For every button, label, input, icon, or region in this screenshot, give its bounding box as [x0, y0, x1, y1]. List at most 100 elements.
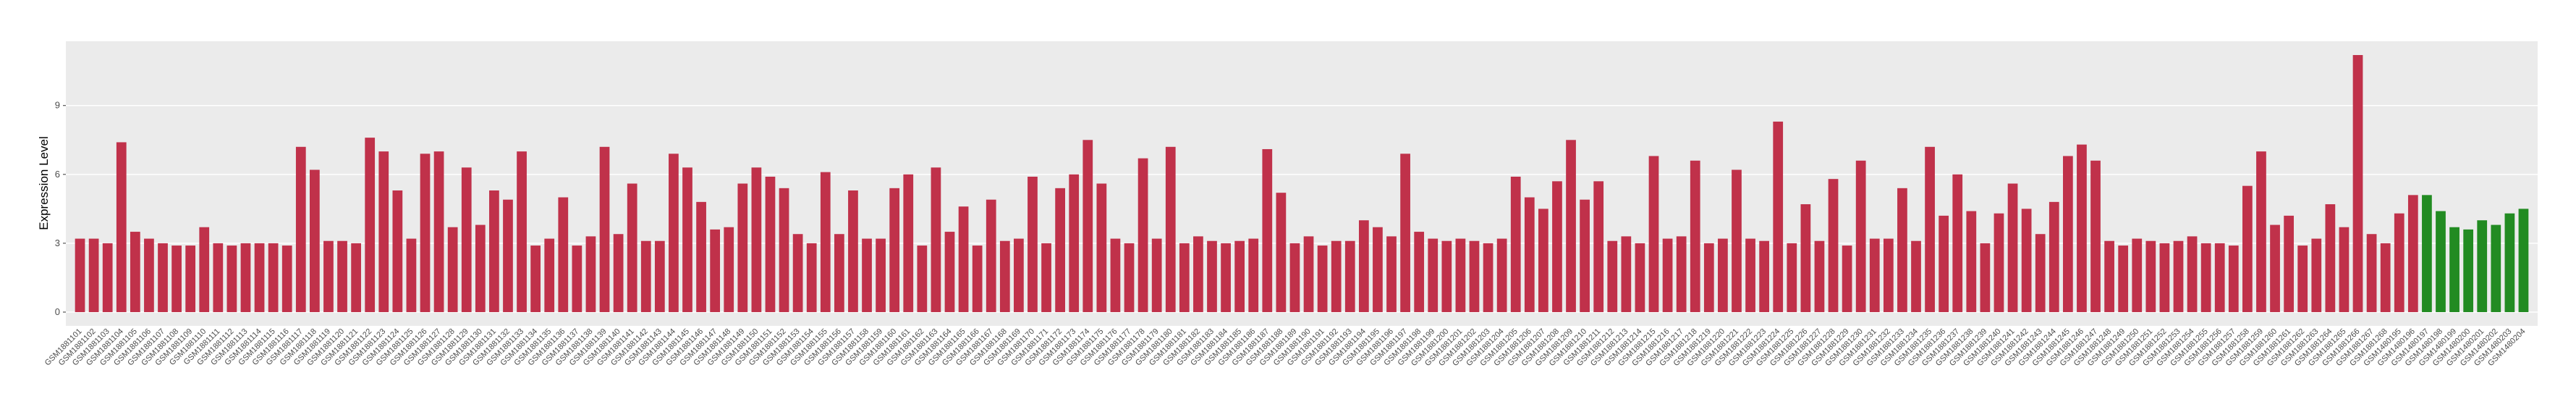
bar: [1469, 240, 1480, 312]
bar: [1897, 188, 1907, 312]
bar: [1441, 240, 1452, 312]
bar: [1607, 240, 1618, 312]
bar: [158, 243, 168, 312]
bar: [351, 243, 361, 312]
bar: [944, 232, 955, 312]
bar: [1096, 183, 1107, 312]
bar: [2077, 144, 2087, 312]
bar: [751, 167, 762, 312]
y-tick-label: 9: [55, 100, 60, 111]
bar: [1082, 140, 1093, 312]
bar: [185, 245, 196, 312]
bar: [2518, 209, 2529, 312]
bar: [2380, 243, 2391, 312]
bar: [1828, 179, 1839, 312]
bar: [1883, 238, 1894, 312]
bar: [254, 243, 265, 312]
bar: [2104, 240, 2114, 312]
bar: [917, 245, 928, 312]
bar: [517, 151, 527, 312]
bar: [1386, 236, 1397, 312]
y-axis-label: Expression Level: [37, 136, 51, 230]
bar: [2352, 55, 2363, 312]
bar: [2090, 160, 2101, 312]
bar: [2062, 156, 2073, 312]
bar: [461, 167, 472, 312]
bar: [1939, 215, 1949, 312]
bar: [958, 206, 969, 312]
bar: [365, 138, 376, 312]
bar: [1718, 238, 1728, 312]
bar: [1400, 154, 1410, 312]
bar: [2048, 201, 2059, 312]
bar: [2284, 215, 2294, 312]
bar: [1662, 238, 1673, 312]
bar: [1344, 240, 1355, 312]
bar: [2407, 195, 2418, 312]
bar: [1745, 238, 1755, 312]
bar: [1732, 169, 1742, 312]
bar: [1193, 236, 1203, 312]
bar: [986, 199, 996, 312]
bar: [268, 243, 279, 312]
bar: [1703, 243, 1714, 312]
bar: [199, 227, 210, 312]
bar: [2159, 243, 2170, 312]
bar: [834, 234, 844, 312]
bar: [281, 245, 292, 312]
bar: [2200, 243, 2211, 312]
bar: [1593, 181, 1604, 312]
y-tick-label: 3: [55, 238, 60, 248]
bar: [806, 243, 817, 312]
bar: [1524, 197, 1535, 312]
bar: [558, 197, 569, 312]
bar: [2256, 151, 2266, 312]
bar: [820, 172, 831, 312]
bar: [2270, 224, 2280, 312]
bar: [1552, 181, 1562, 312]
bar: [433, 151, 444, 312]
bar: [1842, 245, 1852, 312]
bar: [2477, 220, 2488, 312]
bar: [1966, 211, 1977, 312]
bar: [1124, 243, 1135, 312]
bar: [724, 227, 734, 312]
bar: [392, 190, 403, 312]
bar: [2228, 245, 2239, 312]
bar: [2242, 185, 2253, 312]
bar: [2173, 240, 2184, 312]
bar: [1580, 199, 1590, 312]
bar: [889, 188, 900, 312]
bar: [475, 224, 486, 312]
bar: [337, 240, 347, 312]
bar: [213, 243, 224, 312]
bar: [130, 232, 140, 312]
bar: [1331, 240, 1342, 312]
bar: [1994, 213, 2004, 312]
bar: [1621, 236, 1632, 312]
bar: [1151, 238, 1162, 312]
bar: [2214, 243, 2225, 312]
bar: [88, 238, 99, 312]
bar: [765, 176, 776, 312]
bar: [1248, 238, 1259, 312]
bar: [378, 151, 389, 312]
bar: [585, 236, 596, 312]
bar: [102, 243, 113, 312]
bar: [1676, 236, 1687, 312]
bar: [2504, 213, 2515, 312]
bar: [1358, 220, 1369, 312]
bar: [1814, 240, 1825, 312]
bar: [2132, 238, 2143, 312]
bar: [310, 169, 320, 312]
bar: [1566, 140, 1576, 312]
bar: [503, 199, 513, 312]
bar: [696, 201, 706, 312]
bar: [792, 234, 803, 312]
bar: [1137, 158, 1148, 312]
bar: [1069, 174, 1080, 312]
bar: [1980, 243, 1991, 312]
bar: [2021, 209, 2032, 312]
bar: [1538, 209, 1548, 312]
bar: [1869, 238, 1880, 312]
